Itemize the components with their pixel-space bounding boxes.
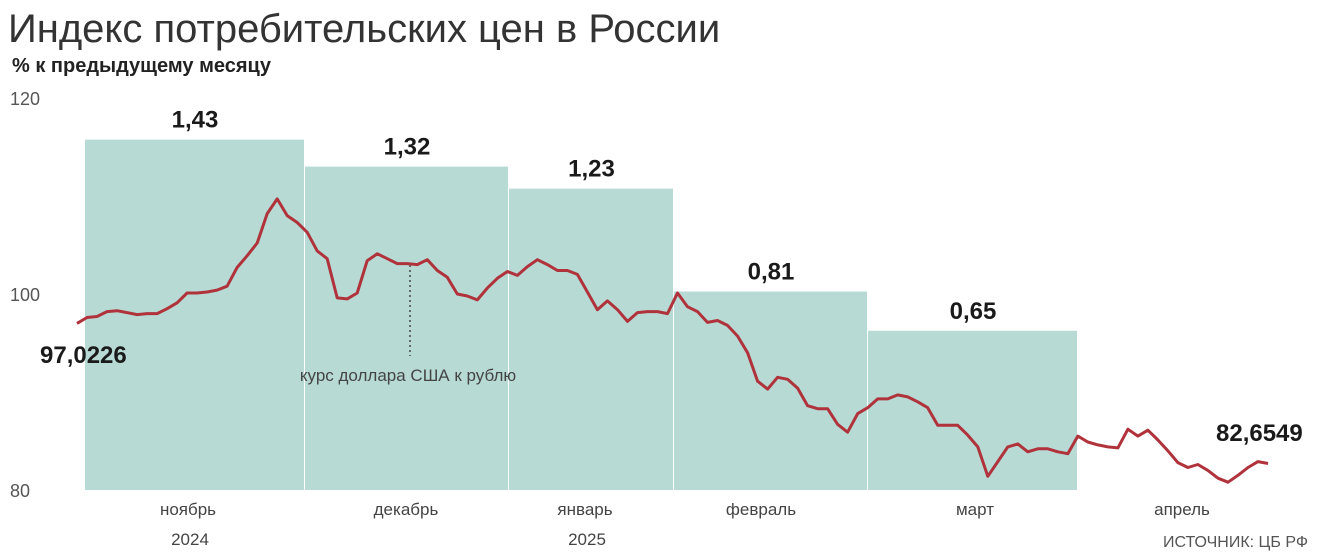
- cpi-bar-label: 0,65: [950, 298, 997, 325]
- cpi-bar: [509, 188, 673, 490]
- x-year-label: 2025: [568, 530, 606, 549]
- usd-rub-line: [76, 197, 1269, 484]
- cpi-bar-label: 1,32: [384, 134, 431, 161]
- cpi-bar-label: 1,23: [568, 156, 615, 183]
- x-month-label: ноябрь: [160, 500, 216, 519]
- x-axis: ноябрь 2024 декабрь январь 2025 февраль март ап…: [160, 500, 1210, 549]
- cpi-bar: [868, 330, 1077, 490]
- x-month-label: февраль: [726, 500, 796, 519]
- x-month-label: декабрь: [374, 500, 439, 519]
- x-year-label: 2024: [171, 530, 209, 549]
- cpi-bar-label: 0,81: [748, 259, 795, 286]
- line-start-label: 97,0226: [40, 342, 127, 369]
- cpi-bar: [85, 139, 304, 490]
- chart-title: Индекс потребительских цен в России: [8, 7, 720, 51]
- x-month-label: апрель: [1154, 500, 1210, 519]
- y-tick-label: 120: [10, 89, 40, 109]
- annotation-label: курс доллара США к рублю: [300, 366, 516, 385]
- source-note: ИСТОЧНИК: ЦБ РФ: [1163, 534, 1308, 551]
- cpi-bar-labels: 1,43 1,32 1,23 0,81 0,65: [172, 107, 997, 325]
- y-tick-label: 100: [10, 285, 40, 305]
- chart-subtitle: % к предыдущему месяцу: [12, 55, 272, 77]
- cpi-bars: [85, 139, 1077, 490]
- line-end-label: 82,6549: [1216, 420, 1303, 447]
- cpi-bar-label: 1,43: [172, 107, 219, 134]
- y-axis: 120 100 80: [10, 89, 40, 501]
- x-month-label: март: [956, 500, 994, 519]
- x-month-label: январь: [557, 500, 612, 519]
- y-tick-label: 80: [10, 481, 30, 501]
- cpi-bar: [674, 291, 867, 490]
- cpi-bar: [305, 166, 508, 490]
